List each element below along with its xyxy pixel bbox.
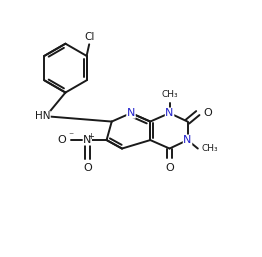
Text: Cl: Cl — [84, 32, 95, 42]
Text: ⁻: ⁻ — [69, 131, 74, 141]
Text: N: N — [83, 135, 91, 145]
Text: N: N — [183, 135, 192, 145]
Text: HN: HN — [35, 112, 50, 121]
Text: O: O — [165, 163, 174, 173]
Text: O: O — [203, 108, 212, 118]
Text: N: N — [165, 108, 174, 118]
Text: O: O — [83, 163, 92, 173]
Text: O: O — [57, 135, 66, 145]
Text: CH₃: CH₃ — [161, 90, 178, 99]
Text: N: N — [127, 108, 135, 118]
Text: CH₃: CH₃ — [202, 144, 218, 153]
Text: +: + — [87, 132, 94, 142]
